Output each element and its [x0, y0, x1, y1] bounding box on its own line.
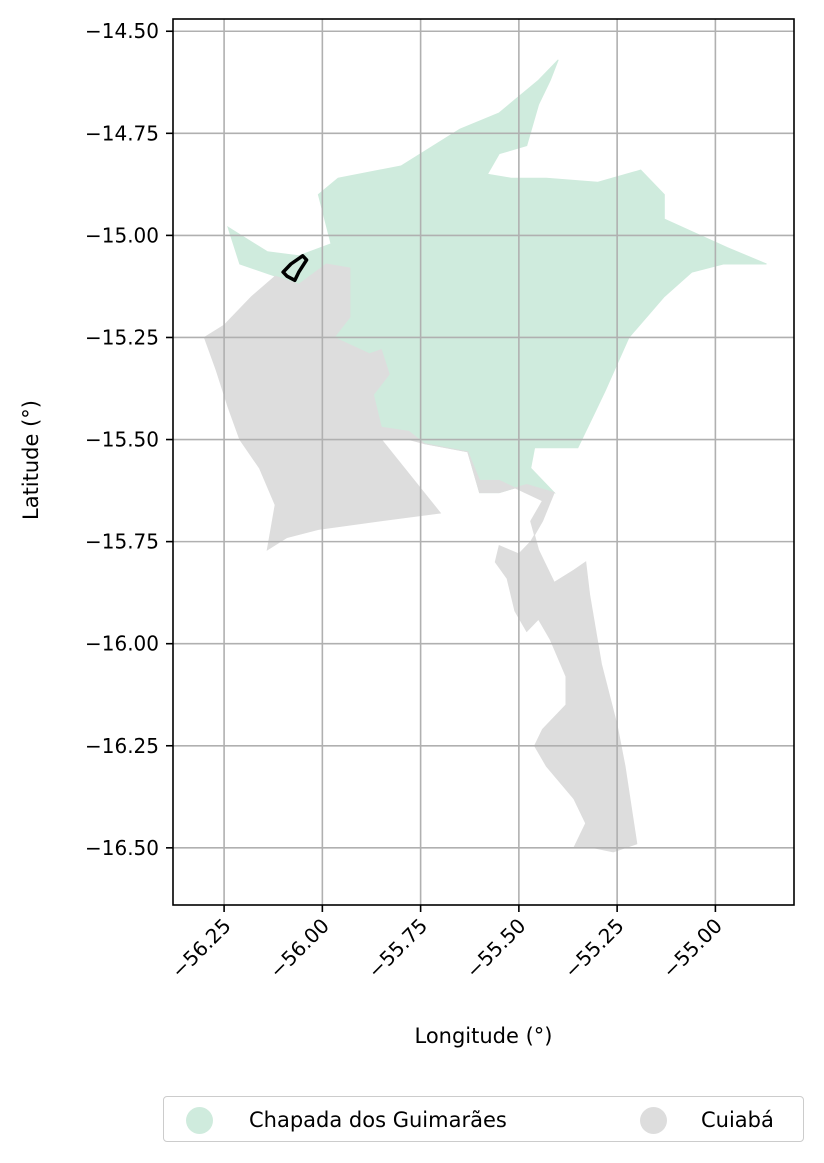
y-tick-label: −15.25 [85, 325, 159, 349]
grid-layer [173, 19, 794, 905]
x-tick-label: −55.75 [363, 914, 432, 983]
plot-frame [172, 18, 795, 906]
y-tick-label: −14.50 [85, 19, 159, 43]
legend-swatch-icon [640, 1106, 667, 1134]
x-axis-label: Longitude (°) [414, 1024, 552, 1048]
y-axis: −14.50 −14.75 −15.00 −15.25 −15.50 −15.75 −16.… [85, 19, 173, 860]
y-tick-label: −15.75 [85, 530, 159, 554]
x-tick-label: −56.00 [265, 914, 334, 983]
y-tick-label: −15.00 [85, 223, 159, 247]
legend-swatch-icon [186, 1106, 213, 1134]
y-tick-label: −16.25 [85, 734, 159, 758]
highlight-layer [281, 254, 309, 283]
legend-item-cuiaba: Cuiabá [640, 1097, 774, 1143]
x-tick-label: −55.50 [461, 914, 530, 983]
legend-label: Chapada dos Guimarães [249, 1108, 507, 1132]
x-axis: −56.25 −56.00 −55.75 −55.50 −55.25 −55.00 [166, 905, 727, 983]
y-tick-label: −16.50 [85, 836, 159, 860]
x-tick-label: −55.25 [559, 914, 628, 983]
y-axis-label: Latitude (°) [19, 400, 43, 520]
y-tick-label: −15.50 [85, 428, 159, 452]
legend: Chapada dos Guimarães Cuiabá [163, 1096, 804, 1142]
legend-item-chapada: Chapada dos Guimarães [186, 1097, 507, 1143]
y-tick-label: −16.00 [85, 632, 159, 656]
y-tick-label: −14.75 [85, 121, 159, 145]
highlight-area-outline [281, 254, 309, 283]
regions-layer [203, 59, 767, 853]
x-tick-label: −56.25 [166, 914, 235, 983]
x-tick-label: −55.00 [658, 914, 727, 983]
legend-label: Cuiabá [701, 1108, 774, 1132]
